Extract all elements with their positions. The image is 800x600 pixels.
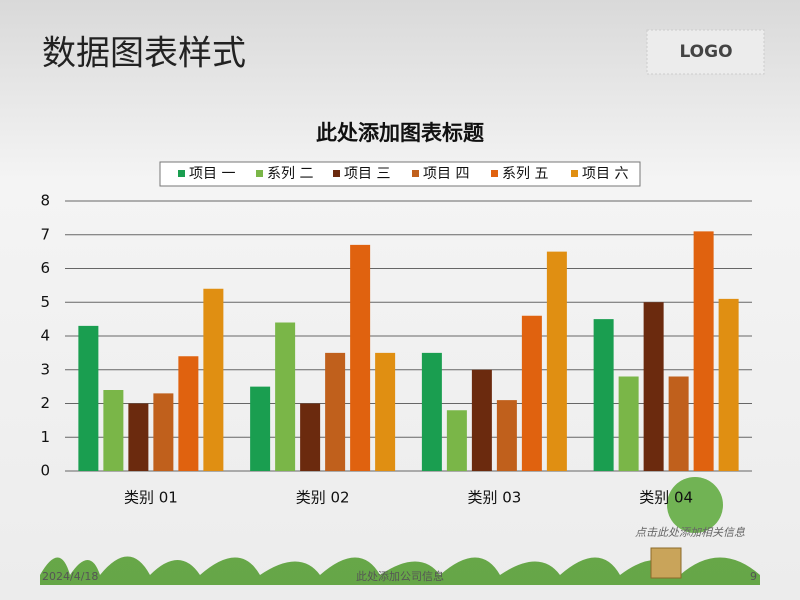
legend-label: 项目 四 <box>423 166 469 182</box>
legend-swatch <box>178 170 185 177</box>
footer-page: 9 <box>750 570 757 583</box>
y-tick-label: 7 <box>40 225 50 243</box>
bar <box>668 376 689 471</box>
bar <box>78 325 99 471</box>
footer-company: 此处添加公司信息 <box>356 569 444 583</box>
x-tick-label: 类别 03 <box>467 489 521 507</box>
bar <box>128 403 149 471</box>
legend-swatch <box>256 170 263 177</box>
y-tick-label: 5 <box>40 293 50 311</box>
chart-title: 此处添加图表标题 <box>316 121 485 145</box>
bar <box>103 390 124 471</box>
bar <box>718 298 739 471</box>
legend-label: 项目 三 <box>344 166 390 182</box>
bar <box>203 288 224 471</box>
bar <box>325 352 346 471</box>
x-tick-label: 类别 04 <box>639 489 693 507</box>
x-tick-label: 类别 01 <box>124 489 178 507</box>
legend-box <box>159 161 641 187</box>
bar <box>446 410 467 471</box>
logo-box <box>646 29 765 75</box>
bar <box>275 322 296 471</box>
bar <box>496 400 517 471</box>
legend-swatch <box>333 170 340 177</box>
x-tick-label: 类别 02 <box>296 489 350 507</box>
bar <box>375 352 396 471</box>
y-tick-label: 6 <box>40 259 50 277</box>
y-tick-label: 4 <box>40 327 50 345</box>
legend-label: 系列 二 <box>267 166 313 182</box>
legend-swatch <box>491 170 498 177</box>
legend-label: 项目 六 <box>582 166 628 182</box>
bar <box>618 376 639 471</box>
bar <box>421 352 442 471</box>
legend-label: 系列 五 <box>502 166 548 182</box>
bar <box>546 251 567 471</box>
bar <box>250 386 271 471</box>
legend-swatch <box>571 170 578 177</box>
y-tick-label: 8 <box>40 192 50 210</box>
logo: LOGO <box>679 42 732 62</box>
bar <box>693 231 714 471</box>
bar <box>471 369 492 471</box>
y-tick-label: 3 <box>40 360 50 378</box>
bar <box>593 319 614 471</box>
footer-date: 2024/4/18 <box>42 570 98 583</box>
bar <box>350 244 371 471</box>
y-tick-label: 2 <box>40 394 50 412</box>
slide-title: 数据图表样式 <box>42 34 246 74</box>
bar <box>521 315 542 471</box>
y-tick-label: 0 <box>40 462 50 480</box>
grass <box>40 477 760 585</box>
bar <box>643 302 664 471</box>
bar <box>178 356 199 471</box>
legend-swatch <box>412 170 419 177</box>
bar <box>153 393 174 471</box>
bar <box>300 403 321 471</box>
note: 点击此处添加相关信息 <box>635 526 745 539</box>
legend-label: 项目 一 <box>189 166 235 182</box>
y-tick-label: 1 <box>40 428 50 446</box>
